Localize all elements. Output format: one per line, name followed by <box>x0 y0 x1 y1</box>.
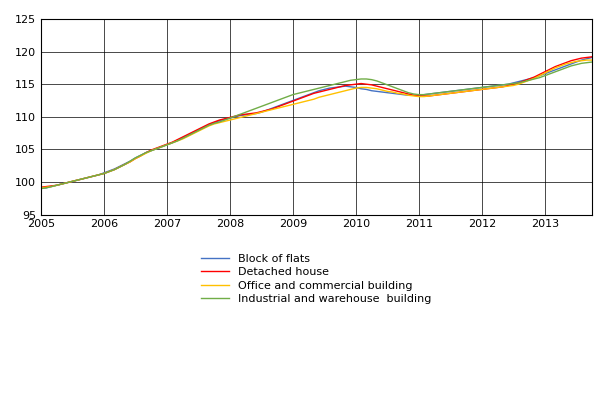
Detached house <box>74 178 81 183</box>
Detached house <box>38 185 45 190</box>
Block of flats <box>38 186 45 191</box>
Office and commercial building <box>42 185 50 190</box>
Office and commercial building <box>74 178 81 183</box>
Block of flats <box>42 185 50 190</box>
Line: Detached house: Detached house <box>41 36 607 187</box>
Line: Block of flats: Block of flats <box>41 29 607 189</box>
Office and commercial building <box>38 185 45 190</box>
Industrial and warehouse  building <box>42 185 50 190</box>
Line: Office and commercial building: Office and commercial building <box>41 36 607 188</box>
Industrial and warehouse  building <box>473 86 480 91</box>
Detached house <box>473 87 480 92</box>
Office and commercial building <box>473 87 480 92</box>
Block of flats <box>473 86 480 91</box>
Industrial and warehouse  building <box>74 178 81 183</box>
Block of flats <box>74 178 81 183</box>
Detached house <box>42 184 50 189</box>
Industrial and warehouse  building <box>38 186 45 191</box>
Line: Industrial and warehouse  building: Industrial and warehouse building <box>41 29 607 189</box>
Legend: Block of flats, Detached house, Office and commercial building, Industrial and w: Block of flats, Detached house, Office a… <box>197 250 436 309</box>
